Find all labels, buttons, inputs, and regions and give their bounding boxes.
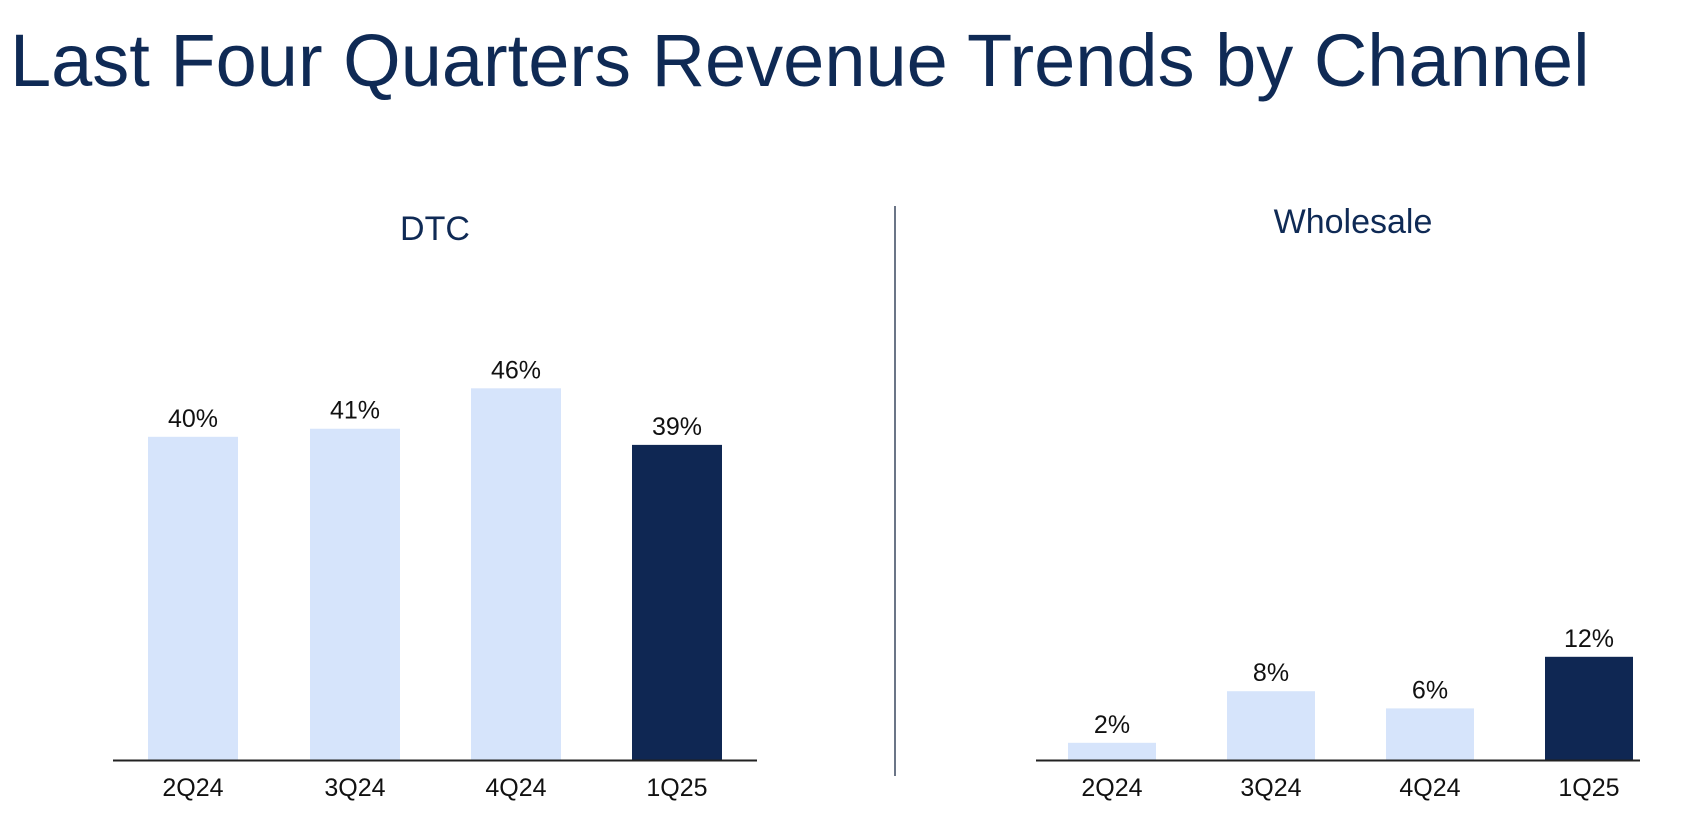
dtc-bar-3q24 (310, 428, 400, 760)
dtc-bar-1q25 (632, 444, 722, 760)
wholesale-chart-title: Wholesale (1274, 203, 1433, 241)
dtc-chart: DTC 40% 2Q24 41% 3Q24 46% 4Q24 39% 1Q25 (113, 210, 757, 802)
dtc-bar-2q24 (148, 436, 238, 760)
wholesale-category-label: 3Q24 (1240, 774, 1301, 802)
dtc-value-label: 40% (168, 405, 218, 433)
wholesale-value-label: 6% (1412, 676, 1448, 704)
wholesale-bar-3q24 (1227, 691, 1315, 760)
dtc-bar-4q24 (471, 388, 561, 760)
dtc-category-label: 1Q25 (646, 774, 707, 802)
wholesale-bar-2q24 (1068, 742, 1156, 760)
wholesale-value-label: 2% (1094, 711, 1130, 739)
dtc-category-label: 3Q24 (324, 774, 385, 802)
wholesale-bar-4q24 (1386, 708, 1474, 760)
page-title: Last Four Quarters Revenue Trends by Cha… (10, 19, 1590, 102)
dtc-category-label: 4Q24 (485, 774, 546, 802)
dtc-value-label: 39% (652, 413, 702, 441)
wholesale-value-label: 8% (1253, 659, 1289, 687)
dtc-value-label: 41% (330, 397, 380, 425)
wholesale-chart: Wholesale 2% 2Q24 8% 3Q24 6% 4Q24 12% 1Q25 (1036, 203, 1640, 802)
wholesale-category-label: 2Q24 (1081, 774, 1142, 802)
wholesale-category-label: 1Q25 (1558, 774, 1619, 802)
wholesale-value-label: 12% (1564, 625, 1614, 653)
dtc-chart-title: DTC (400, 210, 470, 248)
chart-divider (894, 206, 896, 776)
wholesale-bar-1q25 (1545, 656, 1633, 760)
dtc-category-label: 2Q24 (162, 774, 223, 802)
dtc-value-label: 46% (491, 356, 541, 384)
wholesale-category-label: 4Q24 (1399, 774, 1460, 802)
